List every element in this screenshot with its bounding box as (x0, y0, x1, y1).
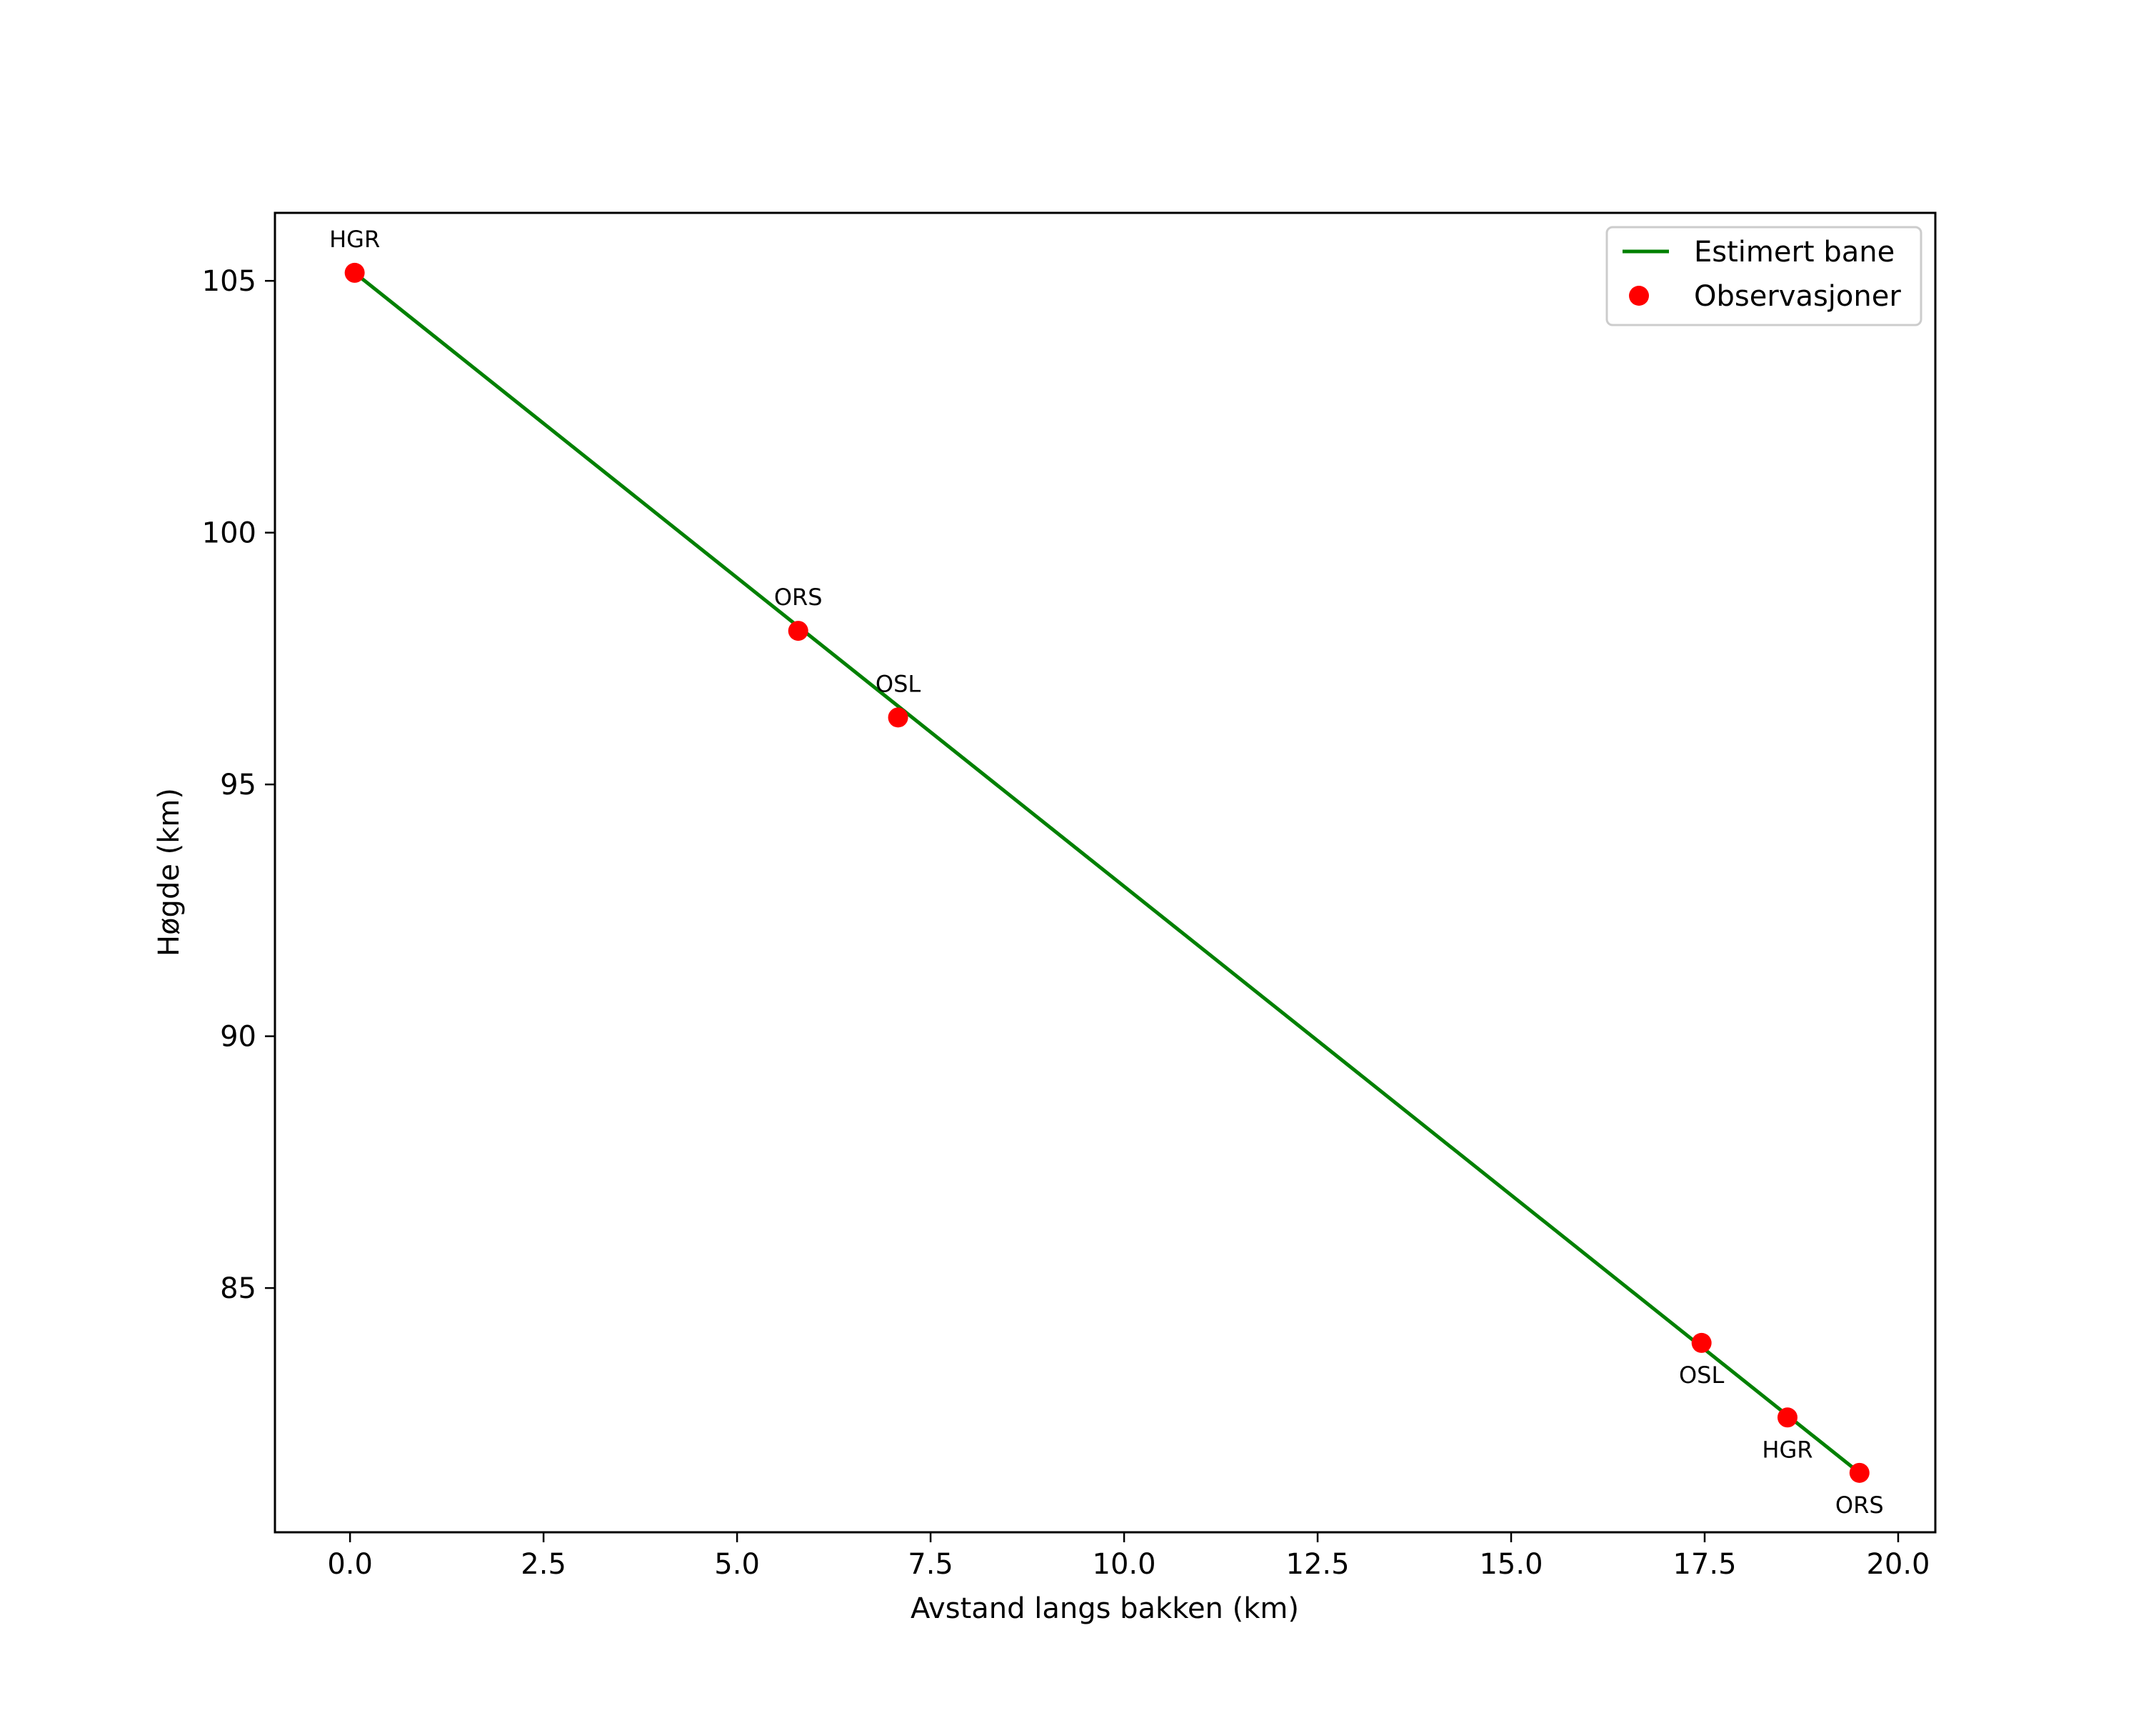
legend: Estimert bane Observasjoner (1605, 226, 1922, 326)
observation-point (1849, 1462, 1870, 1483)
y-tick-label: 85 (220, 1272, 256, 1305)
legend-label-line: Estimert bane (1694, 236, 1895, 269)
trajectory-line-layer (354, 271, 1861, 1474)
y-tick-label: 95 (220, 769, 256, 801)
station-label: ORS (774, 584, 823, 611)
x-tick-label: 0.0 (327, 1548, 373, 1581)
observation-point (888, 707, 908, 728)
axes-frame (274, 211, 1937, 1534)
estimated-trajectory-line (354, 271, 1861, 1474)
x-axis-label: Avstand langs bakken (km) (911, 1592, 1299, 1625)
station-label: HGR (1762, 1436, 1812, 1463)
y-tick-label: 105 (202, 265, 256, 298)
legend-label-points: Observasjoner (1694, 280, 1901, 313)
legend-box (1605, 226, 1922, 326)
station-label: HGR (329, 226, 380, 253)
x-tick-label: 7.5 (908, 1548, 953, 1581)
observation-point (1691, 1332, 1712, 1353)
x-tick-label: 20.0 (1866, 1548, 1930, 1581)
y-axis-ticks: 85 90 95 100 105 (202, 265, 275, 1305)
observation-point (788, 621, 808, 641)
x-tick-label: 17.5 (1673, 1548, 1736, 1581)
x-tick-label: 5.0 (714, 1548, 760, 1581)
x-tick-label: 12.5 (1286, 1548, 1350, 1581)
y-axis-label: Høgde (km) (153, 788, 186, 957)
x-tick-label: 15.0 (1479, 1548, 1543, 1581)
y-tick-label: 90 (220, 1021, 256, 1054)
observation-point (344, 262, 365, 283)
point-labels-layer: HGR ORS OSL OSL HGR ORS (329, 226, 1884, 1519)
observation-points-layer (344, 262, 1870, 1483)
station-label: OSL (876, 670, 921, 697)
station-label: OSL (1679, 1362, 1725, 1389)
x-tick-label: 2.5 (521, 1548, 566, 1581)
station-label: ORS (1835, 1492, 1884, 1519)
legend-dot-icon (1629, 286, 1649, 306)
x-tick-label: 10.0 (1093, 1548, 1156, 1581)
observation-point (1777, 1407, 1797, 1428)
y-tick-label: 100 (202, 517, 256, 550)
x-axis-ticks: 0.0 2.5 5.0 7.5 10.0 12.5 15.0 17.5 20.0 (327, 1532, 1930, 1581)
plot-area: HGR ORS OSL OSL HGR ORS (274, 211, 1937, 1534)
